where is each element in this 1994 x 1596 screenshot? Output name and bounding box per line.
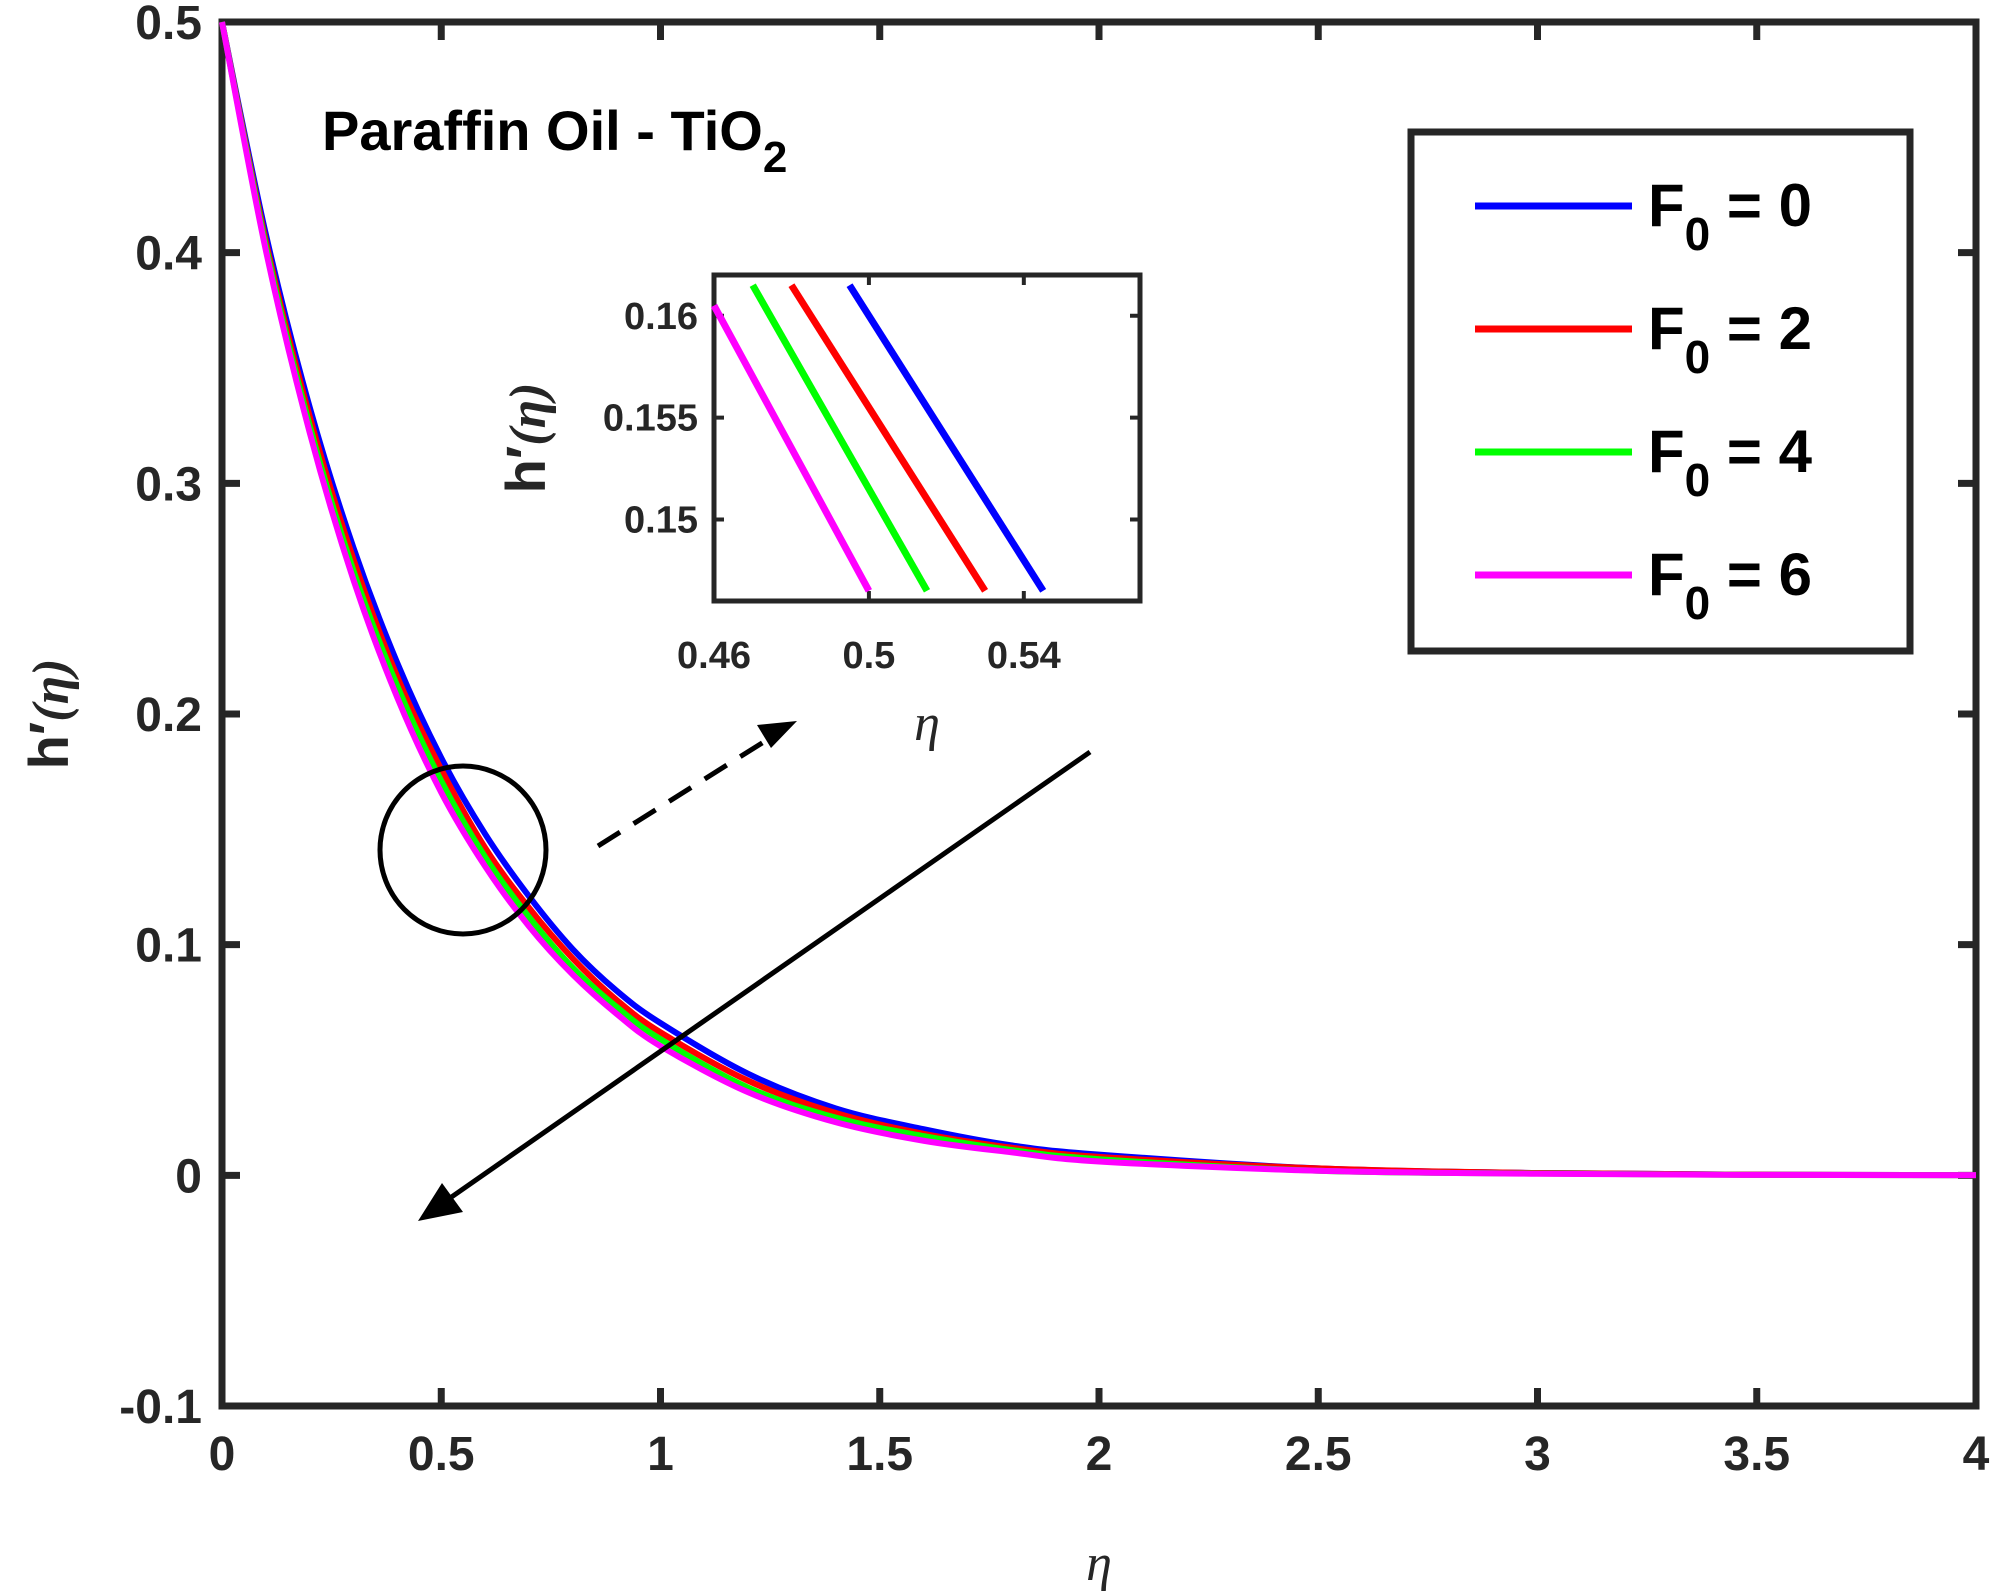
legend-label-eq: = 0 [1710,172,1812,239]
inset-x-tick-label: 0.54 [987,635,1061,677]
y-axis-label-main: h [17,735,80,769]
inset-ticks: 0.46 0.5 0.54 0.15 0.155 0.16 [603,275,1140,677]
x-tick-label: 2 [1086,1428,1113,1481]
y-tick-label: 0.4 [135,228,202,281]
y-axis-label: h′(η) [17,659,80,770]
legend-label-sub: 0 [1685,331,1711,383]
y-tick-label: 0.3 [135,458,202,511]
trend-arrow [438,749,1092,1208]
legend-label-name: F [1648,295,1685,362]
legend-label-sub: 0 [1685,577,1711,629]
x-tick-label: 1.5 [846,1428,913,1481]
x-axis-label: η [1086,1535,1112,1592]
legend-label-eq: = 2 [1710,295,1812,362]
annotation-subscript: 2 [763,133,787,182]
inset-y-axis-label-prime: ′ [494,446,557,459]
legend-label-name: F [1648,541,1685,608]
trend-arrowhead [418,1183,463,1221]
legend-label-eq: = 4 [1710,418,1812,485]
legend-label-3: F0 = 6 [1648,541,1812,629]
legend: F0 = 0F0 = 2F0 = 4F0 = 6 [1407,128,1914,655]
legend-items: F0 = 0F0 = 2F0 = 4F0 = 6 [1475,172,1813,629]
inset-series-line-1 [788,283,989,593]
inset-x-axis-label: η [914,695,940,752]
y-tick-label: 0.2 [135,689,202,742]
legend-box [1407,128,1914,655]
x-tick-label: 2.5 [1285,1428,1352,1481]
inset-x-tick-label: 0.46 [677,635,751,677]
zoom-circle [377,763,549,937]
y-tick-label: 0.1 [135,920,202,973]
inset-series-line-2 [749,283,931,593]
legend-label-name: F [1648,418,1685,485]
x-tick-label: 3.5 [1723,1428,1790,1481]
x-tick-label: 3 [1524,1428,1551,1481]
zoom-arrowhead [757,721,797,748]
inset-y-axis-label-main: h [494,459,557,493]
y-tick-label: 0 [175,1150,202,1203]
x-tick-label: 0.5 [408,1428,475,1481]
x-axis-ticks: 0 0.5 1 1.5 2 2.5 3 3.5 4 [209,22,1990,1481]
legend-label-2: F0 = 4 [1648,418,1813,506]
legend-label-0: F0 = 0 [1648,172,1812,260]
legend-label-1: F0 = 2 [1648,295,1812,383]
inset-series-line-0 [846,283,1047,593]
annotation-text: Paraffin Oil - TiO [322,99,763,162]
y-axis-label-arg: (η) [23,659,80,722]
legend-label-sub: 0 [1685,208,1711,260]
legend-label-name: F [1648,172,1685,239]
series-line-3 [219,21,1977,1179]
inset-y-tick-label: 0.15 [624,500,698,542]
inset-y-axis-label-arg: (η) [500,383,557,446]
legend-label-sub: 0 [1685,454,1711,506]
zoom-arrow-dashed [596,735,772,849]
chart-annotation: Paraffin Oil - TiO2 [322,99,787,182]
inset-chart: 0.46 0.5 0.54 0.15 0.155 0.16 η h′(η) [494,272,1143,752]
inset-x-tick-label: 0.5 [842,635,895,677]
x-tick-label: 4 [1963,1428,1990,1481]
y-axis-label-prime: ′ [17,722,80,735]
x-tick-label: 0 [209,1428,236,1481]
x-tick-label: 1 [647,1428,674,1481]
y-axis-ticks: -0.1 0 0.1 0.2 0.3 0.4 0.5 [119,0,1976,1434]
inset-series-line-3 [710,303,872,593]
y-tick-label: -0.1 [119,1381,202,1434]
series-lines [219,21,1977,1179]
inset-y-axis-label: h′(η) [494,383,557,494]
inset-y-tick-label: 0.16 [624,296,698,338]
legend-label-eq: = 6 [1710,541,1812,608]
inset-y-tick-label: 0.155 [603,398,698,440]
inset-series [710,283,1047,593]
y-tick-label: 0.5 [135,0,202,50]
